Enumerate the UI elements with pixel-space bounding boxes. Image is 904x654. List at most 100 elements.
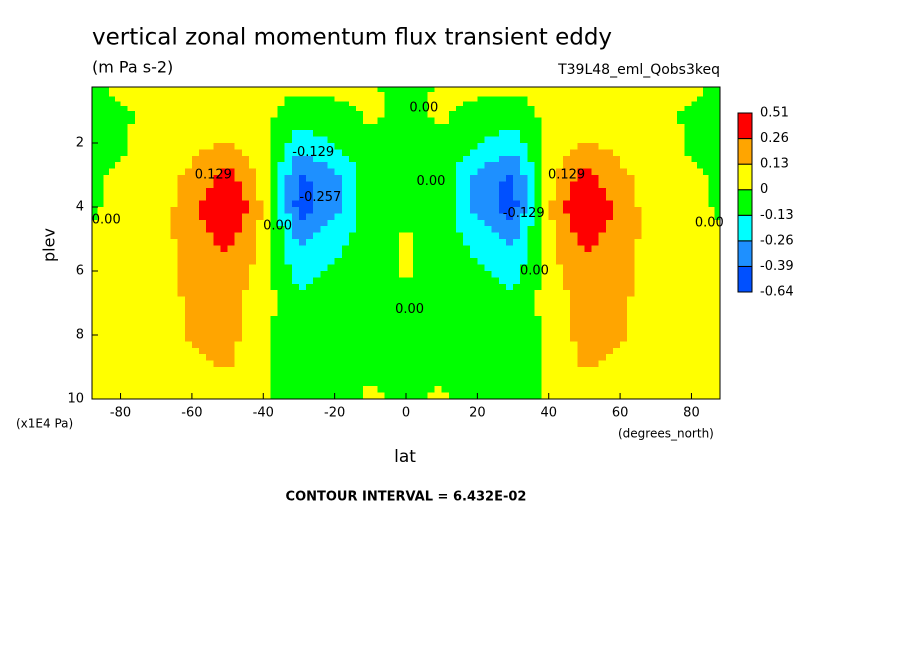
field-cell (109, 168, 116, 176)
field-cell (463, 111, 471, 118)
field-cell (520, 123, 528, 131)
field-cell (691, 386, 698, 393)
field-cell (662, 143, 671, 150)
field-cell (612, 283, 621, 291)
field-cell (441, 258, 450, 265)
field-cell (356, 360, 364, 368)
field-cell (191, 264, 200, 272)
field-cell (391, 271, 400, 278)
field-cell (184, 335, 193, 342)
field-cell (298, 341, 307, 349)
field-cell (584, 123, 592, 131)
field-cell (341, 245, 350, 253)
field-cell (363, 264, 371, 272)
field-cell (277, 123, 286, 131)
field-cell (341, 271, 350, 278)
field-cell (563, 143, 571, 150)
field-cell (598, 373, 607, 381)
field-cell (655, 101, 664, 107)
field-cell (648, 117, 657, 125)
field-cell (641, 96, 650, 102)
field-cell (313, 162, 321, 169)
field-cell (714, 101, 721, 107)
field-cell (306, 181, 314, 189)
field-cell (277, 162, 286, 169)
field-cell (120, 315, 129, 323)
field-cell (570, 367, 578, 374)
field-cell (370, 303, 378, 310)
field-cell (284, 303, 293, 310)
field-cell (455, 315, 464, 323)
field-cell (213, 296, 221, 304)
field-cell (163, 264, 171, 272)
field-cell (534, 309, 542, 317)
field-cell (708, 143, 715, 150)
field-cell (320, 367, 328, 374)
field-cell (627, 303, 635, 310)
field-cell (684, 283, 692, 291)
field-cell (220, 347, 228, 355)
field-cell (134, 101, 143, 107)
field-cell (327, 130, 336, 137)
field-cell (199, 207, 207, 214)
field-cell (141, 162, 150, 169)
field-cell (498, 213, 507, 221)
field-cell (256, 290, 264, 297)
field-cell (527, 239, 535, 246)
field-cell (341, 143, 350, 150)
field-cell (291, 283, 300, 291)
field-cell (612, 181, 621, 189)
field-cell (406, 123, 414, 131)
field-cell (620, 162, 628, 169)
field-cell (97, 136, 104, 144)
field-cell (634, 106, 642, 112)
field-cell (548, 175, 557, 182)
field-cell (591, 232, 600, 240)
field-cell (684, 322, 692, 329)
field-cell (563, 136, 571, 144)
field-cell (570, 149, 578, 157)
field-cell (598, 194, 607, 201)
field-cell (612, 258, 621, 265)
field-cell (141, 367, 150, 374)
field-cell (563, 335, 571, 342)
field-cell (420, 373, 428, 381)
field-cell (356, 213, 364, 221)
field-cell (527, 226, 535, 233)
field-cell (527, 245, 535, 253)
field-cell (256, 373, 264, 381)
field-cell (612, 101, 621, 107)
field-cell (184, 245, 193, 253)
field-cell (327, 168, 336, 176)
field-cell (641, 386, 650, 393)
field-cell (697, 296, 704, 304)
contour-label: 0.129 (548, 168, 585, 183)
field-cell (270, 143, 278, 150)
field-cell (634, 239, 642, 246)
field-cell (697, 226, 704, 233)
field-cell (655, 149, 664, 157)
field-cell (134, 264, 143, 272)
field-cell (527, 155, 535, 163)
field-cell (156, 277, 164, 285)
field-cell (427, 117, 435, 125)
field-cell (548, 96, 557, 102)
field-cell (577, 87, 585, 93)
field-cell (306, 271, 314, 278)
field-cell (256, 117, 264, 125)
field-cell (691, 136, 698, 144)
field-cell (655, 251, 664, 259)
field-cell (477, 155, 485, 163)
field-cell (708, 360, 715, 368)
field-cell (370, 96, 378, 102)
field-cell (702, 373, 709, 381)
field-cell (548, 283, 557, 291)
field-cell (127, 277, 136, 285)
field-cell (463, 101, 471, 107)
field-cell (334, 117, 343, 125)
field-cell (655, 354, 664, 361)
field-cell (348, 322, 357, 329)
field-cell (103, 379, 110, 387)
field-cell (612, 392, 621, 400)
